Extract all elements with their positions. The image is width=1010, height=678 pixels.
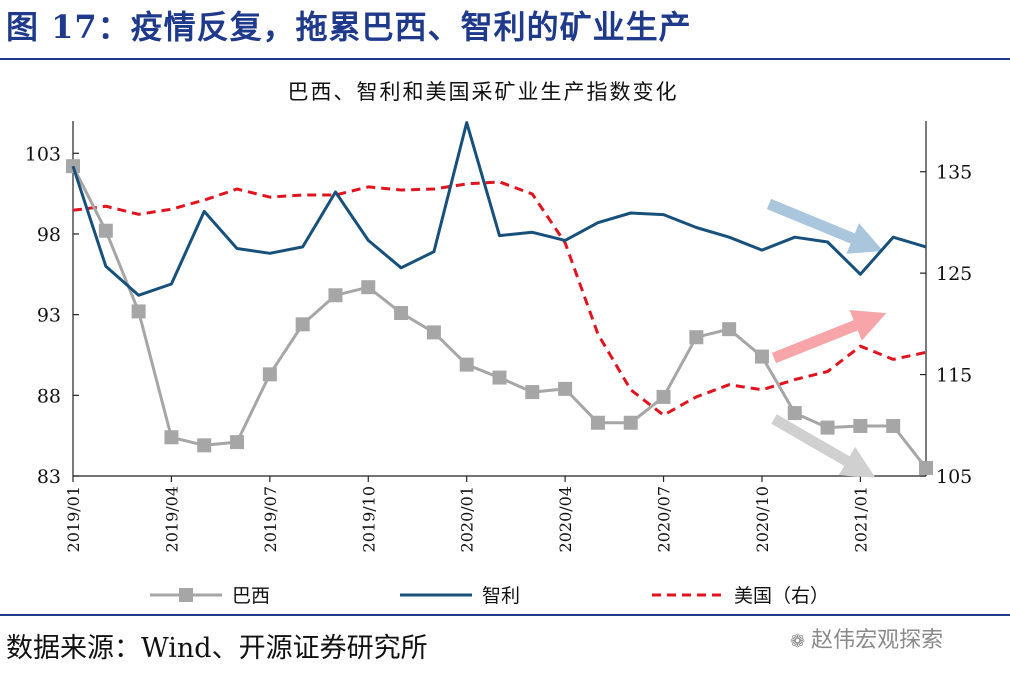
annotations-group xyxy=(766,198,887,478)
series-marker-brazil xyxy=(919,460,933,475)
x-tick-label: 2019/04 xyxy=(162,486,181,552)
figure-title: 图 17：疫情反复，拖累巴西、智利的矿业生产 xyxy=(6,8,692,46)
series-marker-brazil xyxy=(853,418,868,433)
bottom-rule xyxy=(0,614,1010,616)
series-marker-brazil xyxy=(426,325,441,340)
wechat-icon: ❁ xyxy=(790,631,806,652)
watermark: ❁ 赵伟宏观探索 xyxy=(790,622,943,654)
series-marker-brazil xyxy=(492,370,507,385)
left-tick-label: 98 xyxy=(37,224,61,246)
series-group xyxy=(66,121,933,475)
axes-group: 83 88 93 98 103 105 115 125 135 2019/01 2019/04 201… xyxy=(25,121,972,552)
x-tick-label: 2021/01 xyxy=(851,486,870,552)
x-tick-label: 2020/01 xyxy=(458,486,477,552)
trend-arrow xyxy=(771,310,887,364)
legend-marker xyxy=(179,588,193,602)
series-marker-brazil xyxy=(558,381,573,396)
chart-svg: 巴西、智利和美国采矿业生产指数变化 83 88 93 98 103 105 115 125 13… xyxy=(25,80,973,607)
legend-group: 巴西 智利 美国（右） xyxy=(150,585,829,607)
series-marker-brazil xyxy=(164,430,179,445)
series-marker-brazil xyxy=(623,415,638,430)
series-marker-brazil xyxy=(98,223,113,238)
x-tick-label: 2019/07 xyxy=(261,486,280,552)
series-marker-brazil xyxy=(295,317,310,332)
right-tick-label: 105 xyxy=(936,466,972,488)
x-tick-label: 2019/10 xyxy=(359,486,378,552)
series-line-usa xyxy=(72,180,927,417)
series-marker-brazil xyxy=(525,385,540,400)
chart-title: 巴西、智利和美国采矿业生产指数变化 xyxy=(288,80,679,104)
series-marker-brazil xyxy=(656,389,671,404)
series-marker-brazil xyxy=(886,418,901,433)
legend-label: 美国（右） xyxy=(734,585,829,607)
x-tick-label: 2020/07 xyxy=(655,486,674,552)
series-marker-brazil xyxy=(361,280,376,295)
series-marker-brazil xyxy=(820,420,835,435)
series-marker-brazil xyxy=(328,288,343,303)
watermark-text: 赵伟宏观探索 xyxy=(811,628,944,653)
trend-arrow xyxy=(766,198,884,254)
series-marker-brazil xyxy=(197,438,212,453)
series-marker-brazil xyxy=(722,322,737,337)
x-tick-label: 2020/10 xyxy=(753,486,772,552)
series-marker-brazil xyxy=(459,357,474,372)
series-line-chile xyxy=(71,121,927,297)
source-note: 数据来源：Wind、开源证券研究所 xyxy=(6,633,428,664)
top-rule xyxy=(0,58,1010,60)
left-tick-label: 83 xyxy=(37,466,61,488)
trend-arrow xyxy=(771,414,876,478)
series-marker-brazil xyxy=(754,349,769,364)
series-marker-brazil xyxy=(131,304,146,319)
series-marker-brazil xyxy=(787,406,802,421)
series-marker-brazil xyxy=(590,415,605,430)
right-tick-label: 125 xyxy=(936,263,972,285)
series-marker-brazil xyxy=(230,435,245,450)
left-tick-label: 88 xyxy=(37,385,61,407)
x-tick-label: 2020/04 xyxy=(556,486,575,552)
series-marker-brazil xyxy=(66,159,80,174)
series-marker-brazil xyxy=(689,330,704,345)
right-tick-label: 115 xyxy=(936,365,972,387)
left-tick-label: 93 xyxy=(37,305,61,327)
series-marker-brazil xyxy=(394,306,409,321)
legend-label: 智利 xyxy=(482,585,520,607)
x-tick-label: 2019/01 xyxy=(64,486,83,552)
legend-label: 巴西 xyxy=(232,585,270,607)
series-marker-brazil xyxy=(262,367,277,382)
left-tick-label: 103 xyxy=(25,143,61,165)
right-tick-label: 135 xyxy=(936,162,972,184)
